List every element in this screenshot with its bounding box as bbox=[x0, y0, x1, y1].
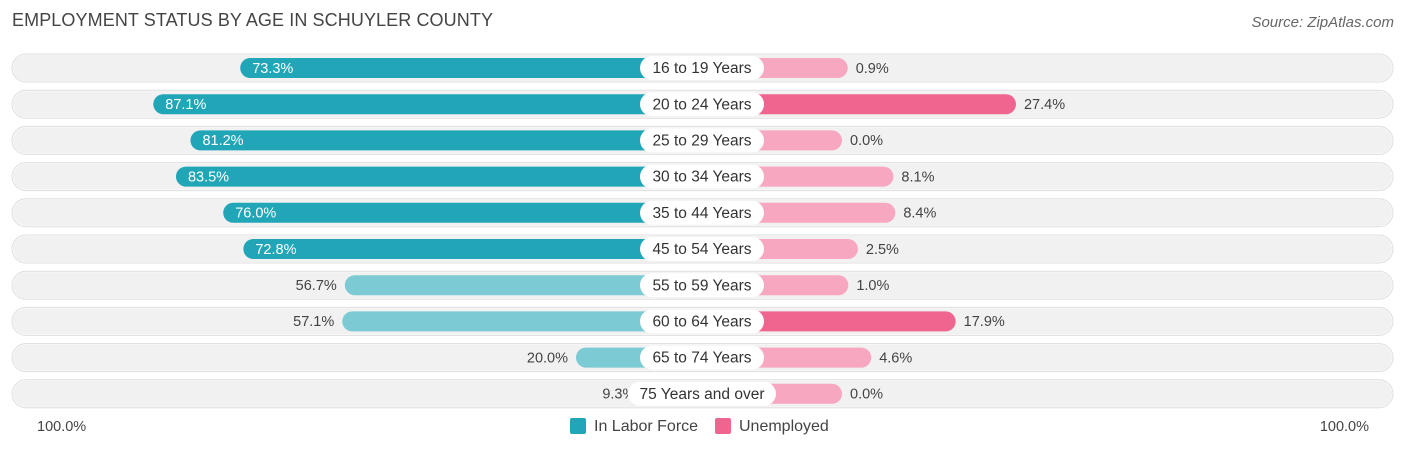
category-pill bbox=[640, 92, 764, 117]
labor-force-bar[interactable] bbox=[175, 166, 702, 187]
category-label: 16 to 19 Years bbox=[652, 60, 751, 77]
labor-force-bar[interactable] bbox=[243, 239, 703, 259]
labor-force-value-label: 73.3% bbox=[252, 61, 293, 77]
category-label: 35 to 44 Years bbox=[652, 205, 751, 222]
category-label: 55 to 59 Years bbox=[652, 277, 751, 294]
category-label: 30 to 34 Years bbox=[652, 169, 751, 186]
labor-force-bar[interactable] bbox=[190, 130, 702, 151]
unemployed-value-label: 0.0% bbox=[850, 133, 883, 149]
legend-swatch-unemployed bbox=[715, 418, 731, 434]
labor-force-value-label: 57.1% bbox=[293, 314, 334, 330]
category-pill bbox=[640, 200, 764, 225]
category-pill bbox=[628, 381, 776, 406]
unemployed-value-label: 27.4% bbox=[1024, 97, 1065, 113]
unemployed-value-label: 17.9% bbox=[964, 314, 1005, 330]
category-label: 25 to 29 Years bbox=[652, 132, 751, 149]
labor-force-value-label: 56.7% bbox=[296, 278, 337, 294]
category-pill bbox=[640, 128, 764, 153]
category-pill bbox=[640, 237, 764, 261]
labor-force-bar[interactable] bbox=[240, 58, 702, 78]
unemployed-value-label: 4.6% bbox=[879, 350, 912, 366]
unemployed-value-label: 0.9% bbox=[856, 61, 889, 77]
unemployed-value-label: 8.1% bbox=[901, 169, 934, 185]
axis-left-label: 100.0% bbox=[37, 419, 86, 435]
category-label: 20 to 24 Years bbox=[652, 96, 751, 113]
labor-force-value-label: 9.3% bbox=[602, 387, 635, 403]
legend-label-unemployed: Unemployed bbox=[739, 418, 829, 435]
unemployed-value-label: 1.0% bbox=[856, 278, 889, 294]
category-label: 65 to 74 Years bbox=[652, 350, 751, 367]
legend-label-labor-force: In Labor Force bbox=[594, 418, 698, 435]
unemployed-value-label: 8.4% bbox=[903, 206, 936, 222]
category-pill bbox=[640, 345, 764, 370]
category-pill bbox=[640, 309, 764, 334]
labor-force-bar[interactable] bbox=[153, 94, 702, 115]
category-pill bbox=[640, 56, 764, 80]
labor-force-bar[interactable] bbox=[223, 202, 702, 223]
category-pill bbox=[640, 164, 764, 189]
unemployed-value-label: 0.0% bbox=[850, 387, 883, 403]
labor-force-value-label: 72.8% bbox=[255, 242, 296, 258]
labor-force-value-label: 81.2% bbox=[202, 133, 243, 149]
labor-force-value-label: 76.0% bbox=[235, 206, 276, 222]
labor-force-value-label: 87.1% bbox=[165, 97, 206, 113]
labor-force-bar[interactable] bbox=[344, 275, 702, 296]
labor-force-value-label: 20.0% bbox=[527, 350, 568, 366]
unemployed-bar[interactable] bbox=[702, 311, 956, 332]
chart-title: EMPLOYMENT STATUS BY AGE IN SCHUYLER COU… bbox=[12, 10, 494, 30]
labor-force-value-label: 83.5% bbox=[188, 169, 229, 185]
axis-right-label: 100.0% bbox=[1320, 419, 1369, 435]
unemployed-bar[interactable] bbox=[702, 94, 1016, 115]
category-label: 60 to 64 Years bbox=[652, 313, 751, 330]
legend-swatch-labor-force bbox=[570, 418, 586, 434]
labor-force-bar[interactable] bbox=[342, 311, 702, 332]
category-label: 45 to 54 Years bbox=[652, 241, 751, 258]
source-note: Source: ZipAtlas.com bbox=[1251, 14, 1394, 31]
category-label: 75 Years and over bbox=[640, 386, 765, 403]
category-pill bbox=[640, 273, 764, 298]
unemployed-value-label: 2.5% bbox=[866, 242, 899, 258]
